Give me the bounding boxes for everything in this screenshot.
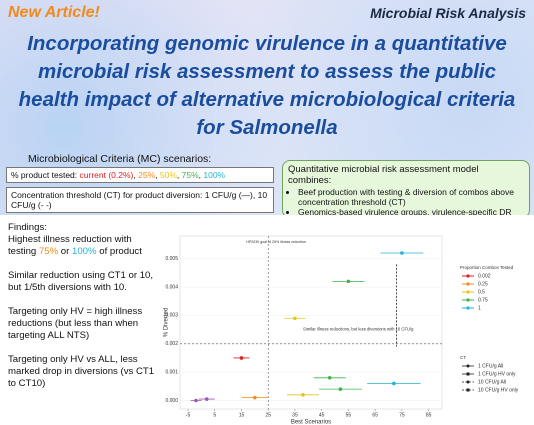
legend-dot: [466, 290, 470, 294]
text-segment: % product tested:: [11, 170, 80, 180]
text-segment: 100%: [72, 246, 97, 257]
legend-label: 0.002: [478, 273, 491, 279]
qmra-bullet: Beef production with testing & diversion…: [298, 187, 524, 207]
text-segment: 25%: [138, 170, 156, 180]
x-tick-label: 5: [213, 412, 216, 418]
x-axis-label: Best Scenarios: [291, 420, 331, 425]
x-tick-label: -5: [186, 412, 191, 418]
text-segment: ,: [155, 170, 160, 180]
point: [194, 398, 198, 403]
text-segment: of product: [96, 246, 142, 257]
mc-row: Concentration threshold (CT) for product…: [6, 187, 274, 213]
x-tick-label: 45: [319, 412, 325, 418]
legend-label: 0.5: [478, 289, 485, 295]
legend-marker: [466, 388, 470, 392]
y-tick-label: 0.001: [165, 369, 178, 375]
text-segment: Targeting only HV vs ALL, less marked dr…: [8, 354, 155, 389]
legend-marker: [466, 380, 470, 384]
legend-title: Proportion Combos Tested: [460, 265, 514, 270]
goal-label: HP2030 goal of 25% illness reduction: [246, 240, 306, 244]
point: [327, 376, 332, 380]
legend-label: 0.25: [478, 281, 488, 287]
text-segment: Targeting only HV = high illness reducti…: [8, 306, 143, 341]
text-segment: 75%: [181, 170, 199, 180]
legend-label: 10 CFU/g HV only: [478, 387, 519, 393]
y-tick-label: 0.004: [165, 284, 178, 290]
findings: Findings: Highest illness reduction with…: [8, 222, 160, 402]
legend-title: CT: [460, 355, 466, 360]
article-title: Incorporating genomic virulence in a qua…: [18, 32, 516, 139]
point: [204, 397, 209, 401]
finding: Highest illness reduction with testing 7…: [8, 234, 160, 258]
legend-marker: [466, 364, 470, 368]
y-tick-label: 0.003: [165, 313, 178, 319]
legend-label: 10 CFU/g All: [478, 379, 506, 385]
qmra-heading: Quantitative microbial risk assessment m…: [288, 164, 479, 186]
annotation: Similar illness reductions, but less div…: [303, 327, 414, 332]
text-segment: ,: [133, 170, 139, 180]
point: [346, 279, 351, 284]
text-segment: 75%: [38, 246, 59, 257]
x-tick-label: 55: [346, 412, 352, 418]
x-tick-label: 35: [292, 412, 298, 418]
y-tick-label: 0.000: [165, 398, 178, 404]
point: [239, 356, 244, 360]
point: [301, 393, 305, 397]
legend-label: 1 CFU/g HV only: [478, 371, 516, 377]
x-tick-label: 85: [426, 412, 432, 418]
y-tick-label: 0.005: [165, 256, 178, 262]
legend-dot: [466, 282, 470, 286]
mc-heading: Microbiological Criteria (MC) scenarios:: [28, 153, 212, 165]
legend-marker: [466, 372, 470, 376]
qmra-box: Quantitative microbial risk assessment m…: [282, 160, 530, 227]
legend-label: 1: [478, 305, 481, 311]
text-segment: Concentration threshold (CT) for product…: [11, 190, 268, 210]
point: [392, 381, 396, 386]
text-segment: Similar reduction using CT1 or 10, but 1…: [8, 270, 154, 293]
badge: New Article!: [8, 4, 100, 21]
point: [253, 395, 257, 400]
x-tick-label: 65: [372, 412, 378, 418]
point: [400, 251, 404, 255]
finding: Targeting only HV = high illness reducti…: [8, 306, 160, 342]
findings-heading: Findings:: [8, 222, 47, 233]
finding: Similar reduction using CT1 or 10, but 1…: [8, 270, 160, 294]
legend-label: 1 CFU/g All: [478, 363, 503, 369]
plot-area: [179, 235, 443, 410]
text-segment: current (0.2%): [79, 170, 134, 180]
text-segment: 100%: [203, 170, 226, 180]
chart: 0.000 0.001 0.002 0.003 0.004 0.005 -5 5 15 25 35 4…: [164, 235, 519, 425]
x-tick-label: 25: [265, 412, 271, 418]
text-segment: or: [58, 246, 73, 257]
x-tick-label: 15: [239, 412, 245, 418]
y-tick-label: 0.002: [165, 341, 178, 347]
journal-name: Microbial Risk Analysis: [370, 5, 526, 21]
finding: Targeting only HV vs ALL, less marked dr…: [8, 354, 160, 390]
text-segment: ,: [176, 170, 182, 180]
point: [338, 387, 343, 391]
legend-dot: [466, 274, 470, 278]
x-tick-label: 75: [399, 412, 405, 418]
mc-row: % product tested: current (0.2%), 25%, 5…: [6, 167, 274, 183]
legend-dot: [466, 298, 470, 302]
legend-label: 0.75: [478, 297, 488, 303]
text-segment: ,: [198, 170, 204, 180]
legend-dot: [466, 306, 470, 310]
point: [293, 316, 297, 321]
text-segment: Highest illness reduction with testing: [8, 234, 132, 257]
y-axis-label: % Diverted: [164, 308, 170, 337]
text-segment: 50%: [159, 170, 177, 180]
